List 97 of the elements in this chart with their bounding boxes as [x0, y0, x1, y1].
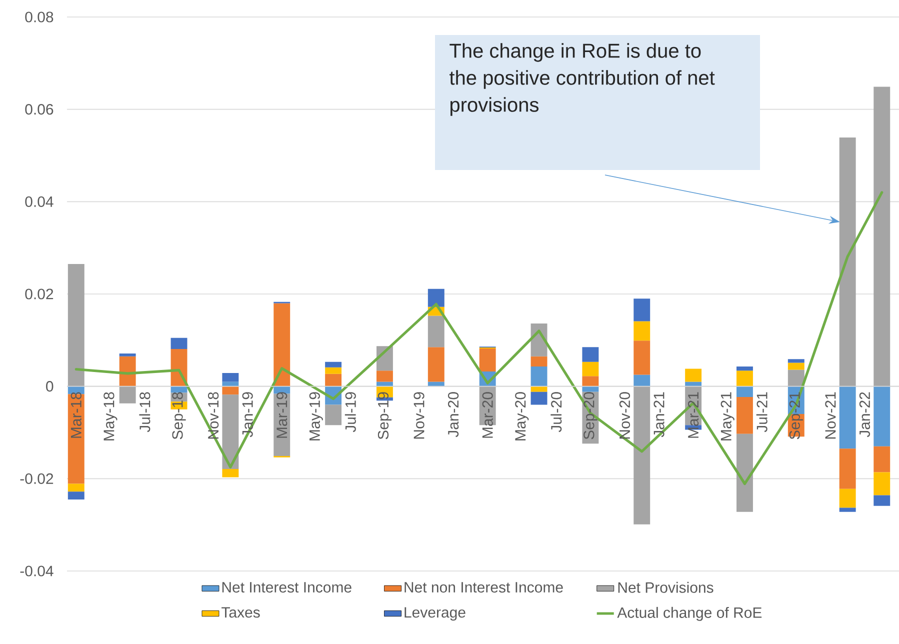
bar — [736, 386, 753, 397]
bar — [530, 356, 548, 366]
x-tick-label: Mar-20 — [482, 392, 493, 438]
bar — [325, 367, 342, 374]
x-tick-label: Jan-19 — [242, 392, 253, 438]
bar — [788, 370, 804, 386]
bar — [479, 348, 496, 372]
x-tick-label: May-18 — [104, 392, 118, 440]
y-tick-label: 0 — [46, 381, 54, 392]
x-tick-label: Sep-20 — [584, 392, 598, 440]
legend-label: Leverage — [404, 607, 466, 621]
bar — [788, 359, 804, 363]
bar — [874, 495, 890, 506]
x-tick-label: Sep-19 — [378, 392, 392, 440]
x-tick-label: May-20 — [515, 392, 529, 440]
bar — [428, 347, 444, 382]
bar — [68, 484, 84, 492]
y-tick-label: 0.02 — [25, 288, 54, 300]
bar — [170, 386, 188, 393]
bar — [839, 137, 856, 386]
bar — [582, 362, 599, 376]
bar — [839, 488, 856, 508]
bar — [119, 354, 136, 356]
legend-label: Net Interest Income — [222, 582, 352, 593]
legend-label: Net non Interest Income — [404, 582, 563, 593]
x-tick-label: Mar-21 — [688, 392, 699, 438]
bar — [222, 372, 239, 382]
bar — [634, 321, 650, 341]
bar — [736, 366, 753, 371]
y-tick-label: -0.02 — [20, 473, 54, 484]
annotation: The change in RoE is due to the positive contribution of net provisions — [450, 43, 715, 116]
bar — [874, 472, 890, 496]
bar — [222, 382, 239, 386]
bar — [634, 374, 650, 386]
bar — [274, 303, 290, 386]
bar — [874, 446, 890, 472]
y-tick-label: -0.04 — [20, 566, 54, 576]
bar — [736, 370, 753, 386]
bar — [428, 382, 444, 386]
bar — [222, 394, 239, 469]
y-tick-label: 0.06 — [25, 104, 54, 115]
x-tick-label: May-21 — [720, 392, 734, 440]
bar — [839, 448, 856, 489]
bar — [119, 356, 136, 386]
y-tick-label: 0.08 — [25, 12, 54, 22]
bar — [222, 468, 239, 478]
x-tick-label: Nov-20 — [619, 392, 630, 439]
x-tick-label: Jan-20 — [448, 392, 459, 438]
bar — [582, 376, 599, 386]
bar — [325, 374, 342, 386]
bar — [530, 366, 548, 386]
bar — [582, 386, 599, 392]
bar — [582, 347, 599, 362]
x-tick-label: May-19 — [309, 392, 323, 440]
x-tick-label: Nov-19 — [414, 392, 424, 439]
bar — [685, 368, 702, 382]
bar — [839, 386, 856, 449]
x-tick-label: Jul-18 — [139, 392, 150, 432]
bar — [428, 316, 444, 348]
bar — [376, 382, 393, 386]
bar — [736, 434, 753, 512]
bar — [222, 386, 239, 395]
bar — [736, 396, 753, 434]
bar — [788, 362, 804, 370]
x-tick-label: Mar-18 — [70, 392, 82, 438]
x-tick-label: Jul-20 — [550, 392, 562, 432]
y-tick-label: 0.04 — [25, 196, 54, 207]
bar — [634, 386, 650, 524]
x-tick-label: Jan-22 — [859, 392, 870, 438]
legend-label: Actual change of RoE — [617, 606, 762, 621]
x-tick-label: Mar-19 — [276, 392, 288, 438]
x-tick-label: Jul-19 — [344, 392, 356, 432]
bar — [428, 288, 444, 307]
bar — [170, 338, 188, 349]
legend-label: Net Provisions — [618, 582, 714, 593]
bar — [119, 386, 136, 404]
bar — [530, 386, 548, 392]
bar — [839, 508, 856, 512]
x-tick-label: Sep-18 — [172, 392, 186, 440]
bar — [874, 386, 890, 446]
legend-label: Taxes — [222, 607, 260, 618]
x-tick-label: Jan-21 — [654, 392, 664, 438]
bar — [634, 298, 650, 322]
bar — [68, 394, 84, 484]
bar — [68, 492, 84, 500]
bar — [634, 340, 650, 375]
bar — [325, 362, 342, 368]
x-tick-label: Nov-18 — [208, 392, 219, 439]
bar — [68, 264, 84, 386]
bar — [685, 382, 702, 386]
x-tick-label: Sep-21 — [789, 392, 803, 440]
bar — [874, 86, 890, 386]
bar — [325, 404, 342, 426]
x-tick-label: Nov-21 — [825, 392, 836, 439]
bar — [376, 370, 393, 382]
x-tick-label: Jul-21 — [756, 392, 768, 432]
bar — [530, 392, 548, 405]
